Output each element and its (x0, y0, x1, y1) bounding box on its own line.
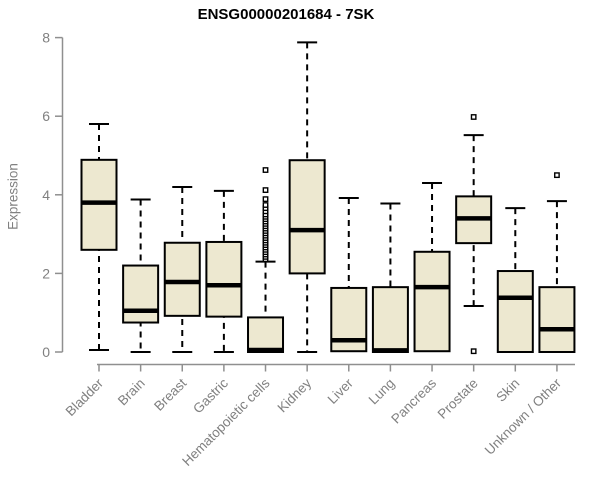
box-breast (163, 241, 201, 317)
outlier-point-unknown-other (554, 172, 560, 179)
outlier-point-hematopoietic-cells (262, 202, 269, 208)
box-unknown-other (538, 286, 576, 353)
outlier-point-hematopoietic-cells (262, 196, 269, 203)
outlier-point-prostate (470, 114, 477, 120)
box-kidney (288, 159, 326, 275)
y-tick-label: 0 (42, 344, 50, 360)
x-category-label-liver: Liver (325, 375, 357, 407)
chart-title: ENSG00000201684 - 7SK (197, 6, 375, 23)
y-tick-label: 6 (42, 108, 50, 124)
x-category-label-kidney: Kidney (274, 375, 314, 415)
x-category-label-pancreas: Pancreas (388, 375, 439, 426)
box-skin (496, 270, 534, 353)
y-tick-label: 4 (42, 187, 50, 203)
x-category-label-gastric: Gastric (190, 375, 231, 416)
y-tick-label: 2 (42, 265, 50, 281)
x-category-label-skin: Skin (493, 376, 522, 405)
box-brain (122, 264, 160, 324)
box-lung (371, 286, 409, 353)
x-category-label-breast: Breast (151, 375, 189, 413)
y-tick-label: 8 (42, 30, 50, 46)
outlier-point-hematopoietic-cells (262, 187, 269, 193)
box-gastric (205, 240, 243, 318)
box-pancreas (413, 250, 451, 353)
box-hematopoietic-cells (247, 316, 285, 353)
outlier-point-hematopoietic-cells (262, 167, 269, 173)
x-category-label-bladder: Bladder (63, 375, 107, 419)
y-axis-title: Expression (5, 163, 21, 230)
outlier-point-prostate (470, 348, 477, 355)
x-category-label-lung: Lung (366, 376, 398, 408)
x-category-label-brain: Brain (115, 376, 148, 409)
x-category-label-prostate: Prostate (435, 376, 481, 422)
x-category-label-unknown-other: Unknown / Other (482, 375, 565, 458)
